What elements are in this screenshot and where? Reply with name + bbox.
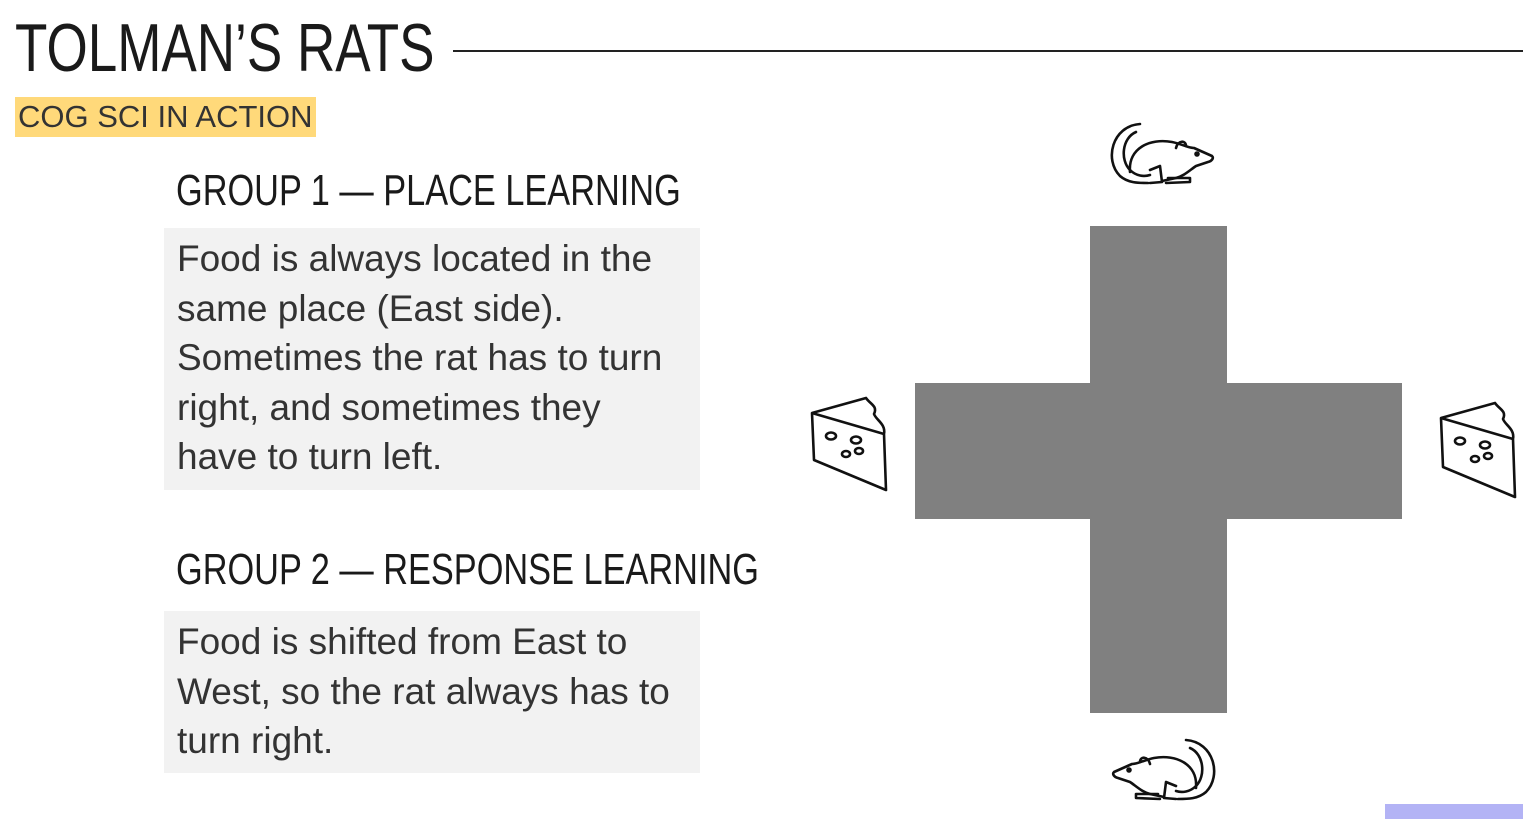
accent-bar xyxy=(1385,804,1523,819)
plus-maze xyxy=(915,226,1402,713)
group-2-heading: GROUP 2 — RESPONSE LEARNING xyxy=(176,545,759,594)
group-2-description: Food is shifted from East to West, so th… xyxy=(164,611,700,773)
group-1-heading: GROUP 1 — PLACE LEARNING xyxy=(176,166,681,215)
rat-icon-south xyxy=(1111,738,1216,801)
title-divider xyxy=(453,50,1523,52)
rat-icon-north xyxy=(1110,122,1215,185)
cheese-icon-east xyxy=(1439,401,1517,499)
slide-title: TOLMAN’S RATS xyxy=(15,10,435,86)
cheese-icon-west xyxy=(810,396,888,492)
slide-subtitle: COG SCI IN ACTION xyxy=(15,97,316,137)
group-1-description: Food is always located in the same place… xyxy=(164,228,700,490)
